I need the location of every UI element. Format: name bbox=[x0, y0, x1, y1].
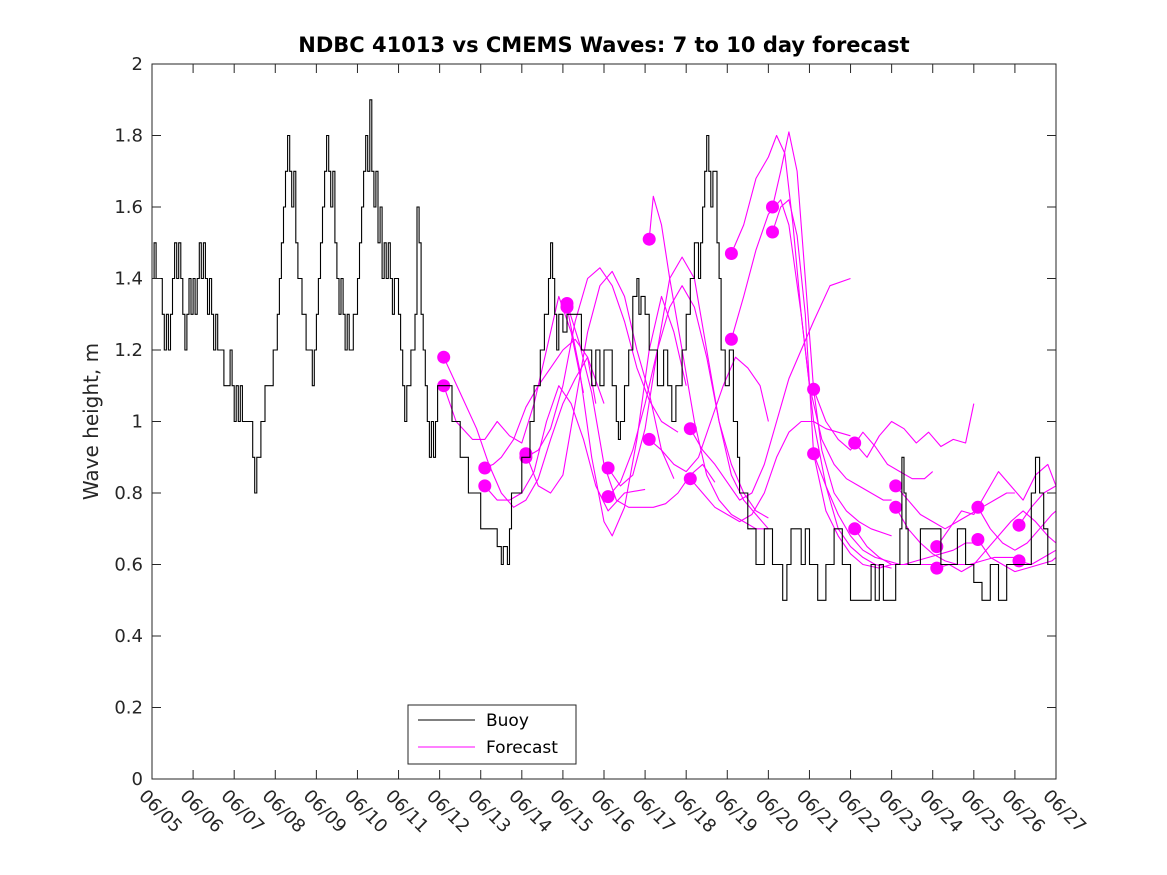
y-tick-label: 1.4 bbox=[114, 269, 143, 290]
forecast-marker bbox=[1012, 554, 1026, 568]
y-tick-label: 1.8 bbox=[114, 126, 143, 147]
forecast-line bbox=[977, 507, 1057, 551]
forecast-marker bbox=[848, 436, 862, 450]
y-tick-label: 1 bbox=[132, 412, 143, 433]
forecast-marker bbox=[930, 540, 944, 554]
forecast-line bbox=[525, 270, 675, 494]
forecast-line bbox=[813, 453, 933, 566]
forecast-marker bbox=[971, 533, 985, 546]
forecast-line bbox=[977, 539, 1057, 573]
forecast-line bbox=[730, 199, 892, 569]
y-tick-label: 0.8 bbox=[114, 483, 143, 504]
forecast-marker bbox=[724, 332, 738, 346]
forecast-marker bbox=[642, 432, 656, 446]
plot-area bbox=[152, 64, 1056, 779]
forecast-marker bbox=[601, 461, 615, 475]
y-tick-label: 2 bbox=[132, 54, 143, 75]
forecast-marker bbox=[848, 522, 862, 536]
forecast-line bbox=[1018, 485, 1057, 526]
y-tick-label: 1.2 bbox=[114, 340, 143, 361]
buoy-line bbox=[152, 99, 1056, 601]
forecast-line bbox=[566, 295, 687, 537]
forecast-line bbox=[443, 356, 605, 508]
forecast-marker bbox=[683, 422, 697, 436]
y-tick-label: 1.6 bbox=[114, 197, 143, 218]
forecast-marker bbox=[930, 561, 944, 575]
forecast-line bbox=[484, 385, 646, 512]
forecast-line bbox=[648, 195, 769, 530]
legend: Buoy Forecast bbox=[407, 704, 577, 765]
forecast-line bbox=[771, 199, 892, 569]
y-axis: 0 0.2 0.4 0.6 0.8 1 1.2 1.4 1.6 1.8 2 bbox=[114, 54, 1056, 790]
forecast-marker bbox=[971, 500, 985, 514]
forecast-marker bbox=[683, 472, 697, 486]
forecast-marker bbox=[1012, 518, 1026, 532]
buoy-series bbox=[152, 99, 1056, 601]
legend-buoy-label: Buoy bbox=[486, 711, 529, 731]
forecast-line bbox=[689, 277, 851, 501]
legend-box bbox=[407, 704, 577, 765]
chart-title: NDBC 41013 vs CMEMS Waves: 7 to 10 day f… bbox=[298, 33, 909, 57]
forecast-marker bbox=[807, 447, 821, 461]
forecast-line bbox=[648, 356, 769, 473]
y-tick-label: 0 bbox=[132, 769, 143, 790]
forecast-marker bbox=[478, 479, 492, 493]
forecast-marker bbox=[766, 225, 779, 239]
forecast-line bbox=[936, 510, 1057, 573]
forecast-line bbox=[607, 256, 769, 519]
forecast-marker bbox=[807, 382, 821, 396]
forecast-line bbox=[854, 403, 975, 458]
forecast-marker bbox=[766, 200, 779, 214]
y-tick-label: 0.6 bbox=[114, 555, 143, 576]
forecast-series bbox=[437, 131, 1057, 575]
forecast-line bbox=[895, 485, 1015, 530]
forecast-marker bbox=[642, 232, 656, 246]
forecast-marker bbox=[601, 490, 615, 504]
forecast-marker bbox=[724, 247, 738, 260]
forecast-line bbox=[771, 131, 892, 537]
y-tick-label: 0.2 bbox=[114, 698, 143, 719]
forecast-marker bbox=[478, 461, 492, 475]
forecast-marker bbox=[437, 350, 451, 364]
forecast-line bbox=[895, 507, 1015, 566]
forecast-marker bbox=[889, 479, 903, 493]
forecast-line bbox=[607, 285, 769, 530]
forecast-marker bbox=[889, 500, 903, 514]
y-axis-label: Wave height, m bbox=[79, 343, 103, 500]
y-tick-label: 0.4 bbox=[114, 626, 143, 647]
forecast-line bbox=[813, 389, 934, 480]
legend-forecast-label: Forecast bbox=[486, 738, 558, 758]
forecast-marker bbox=[560, 297, 574, 310]
